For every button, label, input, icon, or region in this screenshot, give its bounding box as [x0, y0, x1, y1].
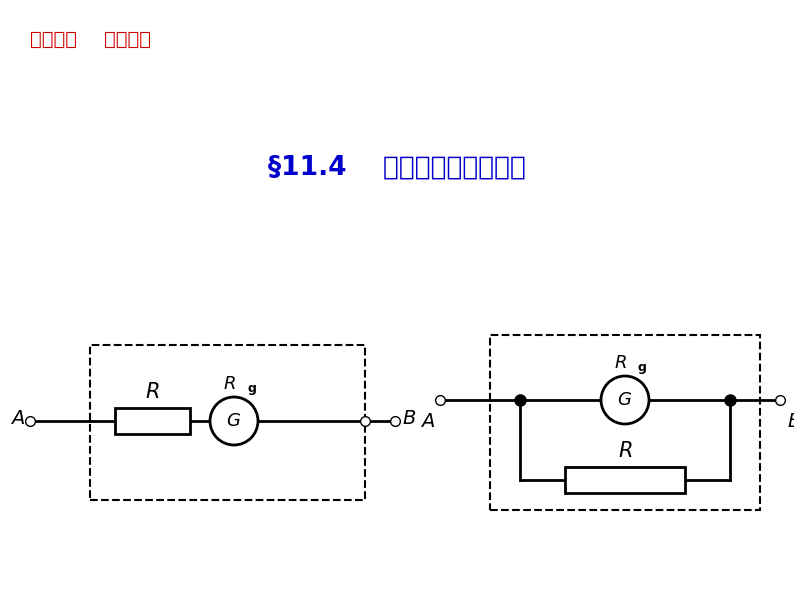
- Circle shape: [210, 397, 258, 445]
- Bar: [90, 345, 365, 500]
- Text: $B$: $B$: [787, 412, 794, 431]
- Text: $R$: $R$: [618, 441, 632, 461]
- Text: $R$: $R$: [615, 354, 627, 372]
- Text: $G$: $G$: [226, 412, 241, 430]
- Text: $R$: $R$: [145, 382, 160, 402]
- Text: $B$: $B$: [402, 409, 416, 429]
- Text: 第十一章    恒定电流: 第十一章 恒定电流: [30, 30, 151, 49]
- Bar: [115, 408, 190, 434]
- Text: $R$: $R$: [223, 375, 236, 393]
- Text: §11.4    串联电路和并联电路: §11.4 串联电路和并联电路: [268, 155, 526, 181]
- Bar: [565, 467, 685, 493]
- Text: $G$: $G$: [618, 391, 633, 409]
- Text: $A$: $A$: [10, 409, 25, 429]
- Text: g: g: [638, 361, 647, 374]
- Circle shape: [601, 376, 649, 424]
- Bar: [490, 335, 760, 510]
- Text: g: g: [247, 382, 256, 395]
- Text: $A$: $A$: [421, 412, 436, 431]
